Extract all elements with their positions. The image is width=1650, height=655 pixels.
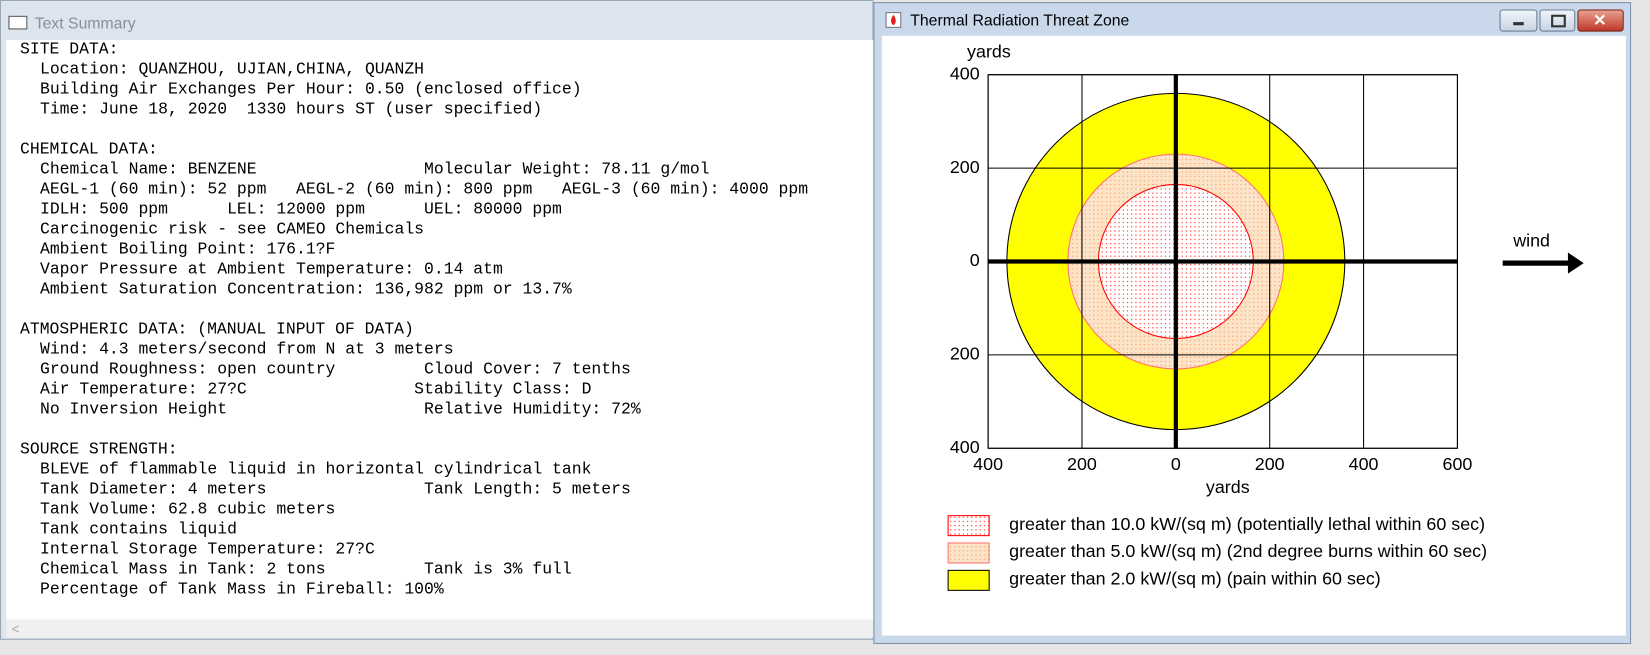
text-body: SITE DATA: Location: QUANZHOU, UJIAN,CHIN… [20, 40, 808, 620]
wind-label: wind [1512, 231, 1550, 251]
threat-zone-window: Thermal Radiation Threat Zone ✕ yards ya… [873, 2, 1632, 645]
section-heading: SOURCE STRENGTH: [19, 439, 178, 459]
summary-line: BLEVE of flammable liquid in horizontal … [39, 459, 592, 479]
title-bar: Text Summary [1, 1, 873, 39]
summary-line: Carcinogenic risk - see CAMEO Chemicals [39, 219, 425, 239]
x-tick-label: 200 [1255, 454, 1285, 474]
close-button[interactable]: ✕ [1577, 9, 1624, 32]
window-icon [8, 15, 28, 30]
summary-line: Tank Diameter: 4 meters Tank Length: 5 m… [39, 479, 631, 499]
summary-line: Wind: 4.3 meters/second from N at 3 mete… [39, 339, 454, 359]
summary-line: Ground Roughness: open country Cloud Cov… [39, 359, 631, 379]
y-tick-label: 400 [950, 437, 980, 457]
x-tick-label: 400 [973, 454, 1003, 474]
y-tick-label: 200 [950, 157, 980, 177]
summary-line: AEGL-1 (60 min): 52 ppm AEGL-2 (60 min):… [39, 179, 809, 199]
summary-section: CHEMICAL DATA: Chemical Name: BENZENE Mol… [20, 140, 808, 300]
y-tick-label: 200 [950, 344, 980, 364]
window-title: Thermal Radiation Threat Zone [910, 11, 1130, 30]
legend-swatch [947, 569, 990, 591]
summary-line: Internal Storage Temperature: 27?C [39, 539, 375, 559]
window-icon [885, 12, 902, 28]
summary-line: IDLH: 500 ppm LEL: 12000 ppm UEL: 80000 … [39, 199, 562, 219]
y-tick-label: 400 [950, 63, 980, 83]
section-heading: CHEMICAL DATA: [19, 139, 158, 159]
summary-line: No Inversion Height Relative Humidity: 7… [39, 399, 641, 419]
summary-line: Percentage of Tank Mass in Fireball: 100… [39, 579, 444, 599]
summary-line: Building Air Exchanges Per Hour: 0.50 (e… [39, 79, 582, 99]
x-tick-label: 0 [1171, 454, 1181, 474]
summary-line: Time: June 18, 2020 1330 hours ST (user … [39, 99, 543, 119]
text-summary-window: Text Summary SITE DATA: Location: QUANZHO… [0, 0, 874, 640]
summary-line: Tank Volume: 62.8 cubic meters [39, 499, 336, 519]
maximize-button[interactable] [1539, 9, 1576, 32]
summary-line: Chemical Name: BENZENE Molecular Weight:… [39, 159, 710, 179]
y-axis-label: yards [967, 41, 1011, 61]
summary-line: Vapor Pressure at Ambient Temperature: 0… [39, 259, 503, 279]
legend-swatch [947, 542, 990, 564]
summary-line: Ambient Boiling Point: 176.1?F [39, 239, 336, 259]
summary-line: Location: QUANZHOU, UJIAN,CHINA, QUANZH [39, 59, 425, 79]
legend-label: greater than 10.0 kW/(sq m) (potentially… [1009, 514, 1485, 534]
legend-swatch [947, 515, 990, 537]
summary-line: Tank contains liquid [39, 519, 237, 539]
y-tick-label: 0 [970, 250, 980, 270]
summary-line: Chemical Mass in Tank: 2 tons Tank is 3%… [39, 559, 572, 579]
section-heading: SITE DATA: [19, 39, 119, 59]
plot-border [987, 74, 1458, 449]
summary-section: SITE DATA: Location: QUANZHOU, UJIAN,CHIN… [20, 40, 808, 120]
summary-line: Air Temperature: 27?C Stability Class: D [39, 379, 592, 399]
legend-label: greater than 2.0 kW/(sq m) (pain within … [1009, 569, 1381, 589]
x-axis-label: yards [1206, 477, 1250, 497]
text-area: SITE DATA: Location: QUANZHOU, UJIAN,CHIN… [6, 39, 874, 620]
legend-label: greater than 5.0 kW/(sq m) (2nd degree b… [1009, 541, 1487, 561]
window-title: Text Summary [34, 14, 136, 33]
chart: yards yards wind 400 200 0 200 400 600 400 200 0… [947, 41, 1584, 591]
summary-section: SOURCE STRENGTH: BLEVE of flammable liqui… [20, 440, 808, 600]
wind-arrowhead [1567, 252, 1584, 274]
horizontal-scrollbar[interactable]: < [6, 619, 874, 638]
section-heading: ATMOSPHERIC DATA: (MANUAL INPUT OF DATA) [19, 319, 414, 339]
summary-section: ATMOSPHERIC DATA: (MANUAL INPUT OF DATA)… [20, 320, 808, 420]
x-tick-label: 200 [1067, 454, 1097, 474]
summary-line: Ambient Saturation Concentration: 136,98… [39, 279, 572, 299]
x-tick-label: 400 [1349, 454, 1379, 474]
chart-area: yards yards wind 400 200 0 200 400 600 400 200 0… [881, 35, 1626, 636]
minimize-button[interactable] [1499, 9, 1538, 32]
x-tick-label: 600 [1443, 454, 1473, 474]
